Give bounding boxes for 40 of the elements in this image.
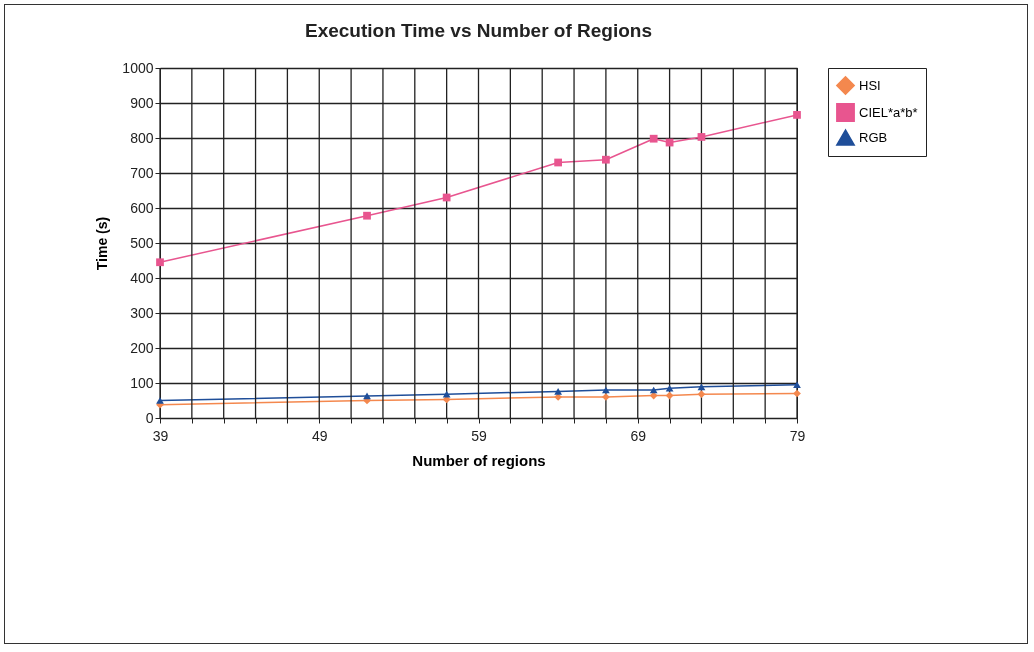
point <box>156 258 164 267</box>
chart-title: Execution Time vs Number of Regions <box>304 20 653 41</box>
point <box>793 111 801 119</box>
point <box>665 384 674 392</box>
point <box>665 391 674 400</box>
legend-label: RGB <box>859 129 888 145</box>
point <box>554 158 562 167</box>
y-tick-label: 700 <box>130 164 154 181</box>
point <box>697 383 706 391</box>
y-tick-label: 800 <box>130 129 154 146</box>
y-tick-label: 500 <box>130 234 154 251</box>
legend-label: CIEL*a*b* <box>859 104 918 120</box>
x-tick-label: 59 <box>471 427 487 444</box>
y-tick-label: 400 <box>130 269 154 286</box>
point <box>649 134 658 143</box>
legend-label: HSI <box>859 77 881 93</box>
point <box>156 397 164 404</box>
x-tick-label: 39 <box>152 427 169 444</box>
point <box>554 388 562 395</box>
x-tick-label: 69 <box>630 427 647 444</box>
point <box>442 193 451 202</box>
x-axis-title: Number of regions <box>412 451 546 469</box>
point <box>793 389 801 398</box>
x-tick-label: 49 <box>311 427 328 444</box>
point <box>697 390 706 399</box>
y-tick-label: 1000 <box>122 59 154 76</box>
point <box>602 155 610 164</box>
y-tick-label: 600 <box>130 199 154 216</box>
point <box>363 211 371 220</box>
point <box>697 133 706 141</box>
point <box>793 381 801 389</box>
y-tick-label: 200 <box>130 339 154 356</box>
y-tick-label: 0 <box>145 409 154 426</box>
point <box>442 390 451 398</box>
y-tick-label: 100 <box>130 374 154 391</box>
x-tick-label: 79 <box>789 427 806 444</box>
y-tick-label: 900 <box>130 94 154 111</box>
y-tick-label: 300 <box>130 304 154 321</box>
y-axis-title: Time (s) <box>94 216 111 271</box>
point <box>363 392 371 400</box>
